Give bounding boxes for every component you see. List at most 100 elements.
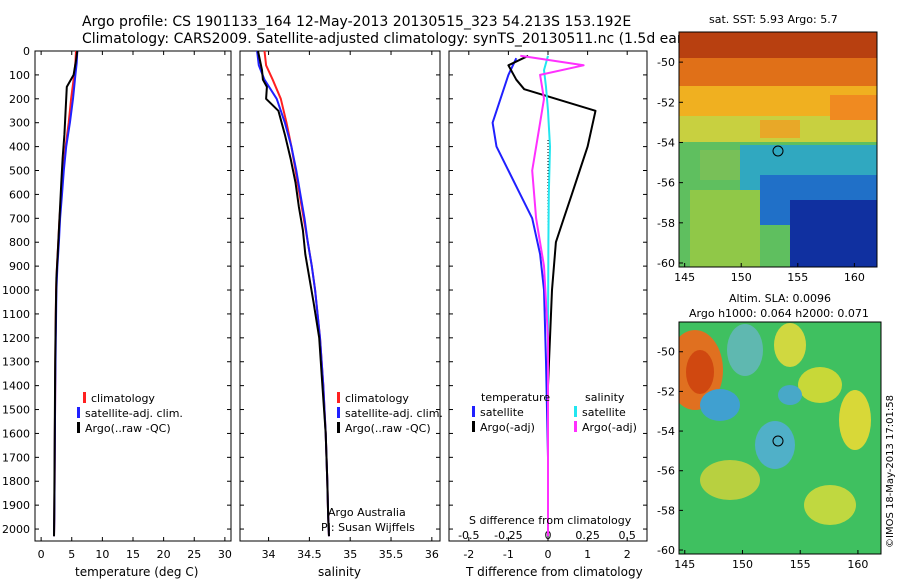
sla-map-title-1: Altim. SLA: 0.0096	[729, 292, 831, 305]
lon-tick-150: 150	[731, 271, 752, 284]
sla-field	[679, 322, 881, 554]
t-difference-tick-labels: -2 -1 0 1 2	[463, 51, 631, 561]
difference-legend: temperature salinity satellite Argo(-adj…	[472, 391, 637, 434]
legend-title-salinity: salinity	[585, 391, 625, 404]
legend-t-argo: Argo(-adj)	[480, 421, 535, 434]
legend-s-satellite: satellite	[582, 406, 626, 419]
depth-tick-300: 300	[9, 117, 30, 130]
s-tick--0.5: -0.5	[458, 529, 479, 542]
depth-tick-100: 100	[9, 69, 30, 82]
argo-location-marker	[772, 145, 784, 157]
series-line-argo-raw-qc-	[53, 50, 79, 537]
depth-tick-1600: 1600	[2, 427, 30, 440]
salinity-tick-labels: 34 34.5 35 35.5 36	[262, 51, 439, 561]
legend-title-temperature: temperature	[481, 391, 550, 404]
depth-tick-700: 700	[9, 212, 30, 225]
imos-timestamp-label: ©IMOS 18-May-2013 17:01:58	[885, 395, 896, 548]
sst-lon-labels: 145 150 155 160	[674, 263, 865, 284]
argo-location-marker	[772, 435, 784, 447]
difference-series	[491, 54, 597, 537]
salinity-panel: 34 34.5 35 35.5 36 salinity climatology sate…	[239, 50, 443, 579]
sla-lon-labels: 145 150 155 160	[674, 550, 868, 571]
sla-map-frame	[678, 321, 882, 555]
lat-tick--58: -58	[657, 504, 675, 517]
x-tick-1: 1	[584, 548, 591, 561]
depth-tick-900: 900	[9, 260, 30, 273]
series-line-argo-raw-qc-	[257, 50, 330, 537]
annotation-argo-australia: Argo Australia	[328, 506, 406, 519]
x-tick-34.5: 34.5	[297, 548, 322, 561]
depth-tick-2000: 2000	[2, 523, 30, 536]
x-tick-10: 10	[95, 548, 109, 561]
legend-t-satellite: satellite	[480, 406, 524, 419]
lat-tick--50: -50	[657, 346, 675, 359]
lat-tick--54: -54	[657, 136, 675, 149]
depth-tick-0: 0	[23, 45, 30, 58]
lon-tick-155: 155	[790, 558, 811, 571]
difference-panel: -2 -1 0 1 2 -0.5 -0.25 0 0.25 0.5 S difference f…	[448, 50, 648, 579]
temperature-xlabel: temperature (deg C)	[75, 565, 198, 579]
x-tick-15: 15	[126, 548, 140, 561]
lon-tick-160: 160	[847, 558, 868, 571]
lat-tick--56: -56	[657, 465, 675, 478]
s-tick-0.25: 0.25	[575, 529, 600, 542]
depth-tick-200: 200	[9, 93, 30, 106]
s-difference-xlabel: S difference from climatology	[469, 514, 632, 527]
legend-swatch-s-argo	[574, 421, 577, 432]
x-tick-20: 20	[157, 548, 171, 561]
s-tick-0.5: 0.5	[618, 529, 636, 542]
s-tick--0.25: -0.25	[494, 529, 522, 542]
s-difference-tick-labels: -0.5 -0.25 0 0.25 0.5	[458, 529, 636, 542]
annotation-pi: PI: Susan Wijffels	[321, 521, 415, 534]
depth-tick-600: 600	[9, 188, 30, 201]
lat-tick--54: -54	[657, 425, 675, 438]
depth-tick-1400: 1400	[2, 380, 30, 393]
temperature-tick-labels: 0 5 10 15 20 25 30	[38, 51, 232, 561]
salinity-legend: climatology satellite-adj. clim. Argo(..…	[337, 392, 443, 435]
sst-map: sat. SST: 5.93 Argo: 5.7 145 150 155 160 -5…	[657, 13, 878, 284]
header-line-2: Climatology: CARS2009. Satellite-adjuste…	[82, 31, 710, 47]
legend-argo: Argo(..raw -QC)	[85, 422, 171, 435]
legend-climatology: climatology	[91, 392, 155, 405]
legend-swatch-satellite	[77, 407, 80, 418]
depth-tick-400: 400	[9, 141, 30, 154]
lat-tick--60: -60	[657, 544, 675, 557]
depth-tick-1900: 1900	[2, 499, 30, 512]
sst-map-title: sat. SST: 5.93 Argo: 5.7	[709, 13, 838, 26]
lon-tick-145: 145	[674, 271, 695, 284]
x-tick-30: 30	[218, 548, 232, 561]
x-tick-34: 34	[262, 548, 276, 561]
sst-lat-labels: -50 -52 -54 -56 -58 -60	[657, 56, 683, 270]
legend-swatch-satellite	[337, 407, 340, 418]
legend-swatch-s-satellite	[574, 406, 577, 417]
depth-tick-1300: 1300	[2, 356, 30, 369]
t-difference-xlabel: T difference from climatology	[465, 565, 643, 579]
legend-swatch-t-satellite	[472, 406, 475, 417]
series-line-salinity-argo-adj-	[520, 54, 585, 537]
salinity-y-ticks	[240, 50, 440, 530]
lat-tick--60: -60	[657, 257, 675, 270]
temperature-series	[53, 50, 79, 537]
depth-tick-1800: 1800	[2, 475, 30, 488]
lon-tick-150: 150	[732, 558, 753, 571]
x-tick-5: 5	[68, 548, 75, 561]
legend-satellite: satellite-adj. clim.	[345, 407, 443, 420]
lat-tick--56: -56	[657, 177, 675, 190]
salinity-series	[256, 50, 330, 537]
legend-climatology: climatology	[345, 392, 409, 405]
x-tick-0: 0	[38, 548, 45, 561]
salinity-axes-frame	[239, 50, 441, 542]
series-line-climatology	[263, 50, 330, 537]
depth-tick-1700: 1700	[2, 451, 30, 464]
lon-tick-155: 155	[787, 271, 808, 284]
legend-swatch-climatology	[337, 392, 340, 403]
sst-map-frame	[678, 31, 878, 268]
series-line-temperature-argo-adj-	[507, 54, 597, 537]
series-line-satellite-adj-clim-	[256, 50, 330, 537]
difference-y-ticks	[449, 50, 647, 530]
legend-argo: Argo(..raw -QC)	[345, 422, 431, 435]
depth-tick-800: 800	[9, 236, 30, 249]
series-line-temperature-satellite	[491, 57, 549, 537]
legend-swatch-climatology	[83, 392, 86, 403]
depth-tick-1100: 1100	[2, 308, 30, 321]
